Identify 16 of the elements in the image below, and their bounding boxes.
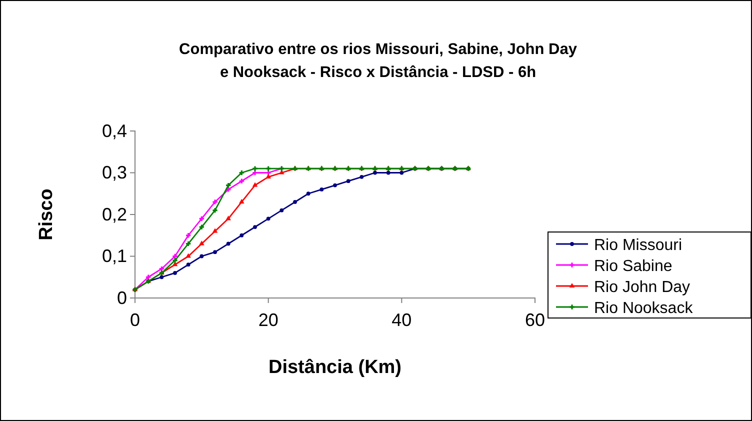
x-axis-title: Distância (Km) — [268, 357, 402, 378]
y-tick-label: 0,3 — [102, 162, 127, 183]
y-tick-label: 0,2 — [102, 204, 127, 224]
x-tick-label: 60 — [524, 310, 546, 330]
y-axis-title: Risco — [36, 188, 57, 240]
chart-title: Comparativo entre os rios Missouri, Sabine, John Day e Nooksack - Risco x Distância - LDSD - 6h — [179, 41, 578, 81]
y-tick-label: 0 — [116, 288, 127, 308]
legend-label: Rio Sabine — [594, 258, 672, 275]
y-tick-label: 0,1 — [102, 246, 127, 266]
x-tick-label: 0 — [130, 310, 140, 330]
legend-label: Rio John Day — [594, 279, 690, 296]
x-tick-label: 40 — [392, 310, 412, 330]
y-tick-label: 0,4 — [102, 120, 127, 141]
legend-label: Rio Missouri — [594, 237, 682, 254]
legend-label: Rio Nooksack — [594, 300, 694, 317]
x-tick-label: 20 — [258, 310, 278, 330]
